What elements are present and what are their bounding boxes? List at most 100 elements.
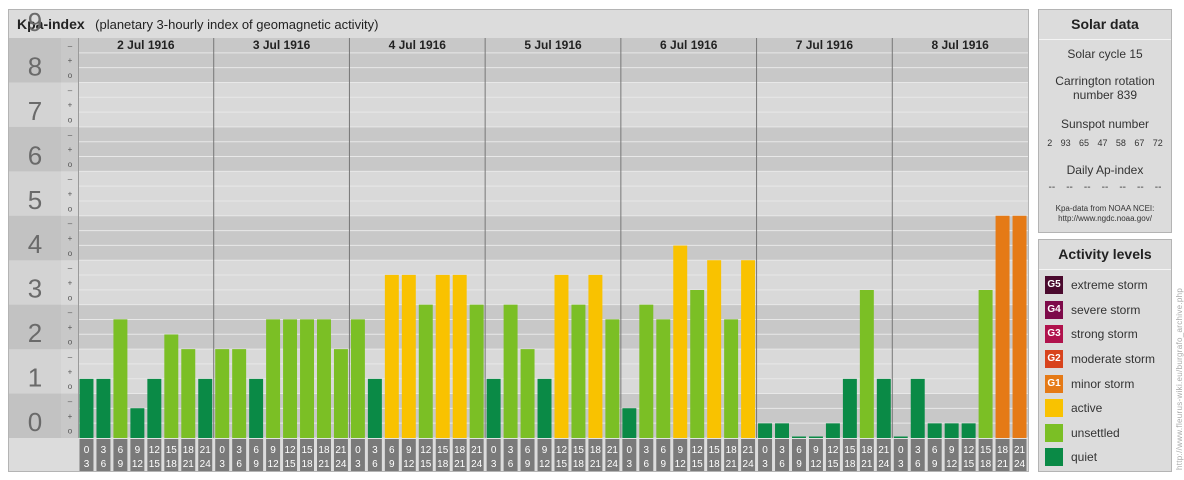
interval-label-box: [554, 439, 569, 471]
interval-end-label: 21: [997, 459, 1009, 470]
level-swatch: G4: [1045, 300, 1063, 319]
minor-tick-label: o: [68, 115, 73, 124]
minor-tick-label: –: [68, 264, 73, 273]
interval-start-label: 18: [454, 445, 466, 456]
interval-end-label: 3: [219, 459, 225, 470]
interval-label-box: [639, 439, 654, 471]
interval-label-box: [249, 439, 264, 471]
interval-start-label: 0: [355, 445, 361, 456]
interval-end-label: 24: [471, 459, 483, 470]
y-axis-band: [9, 171, 61, 216]
y-axis-band: [9, 304, 61, 350]
kp-bar: [707, 260, 722, 438]
interval-end-label: 3: [84, 459, 90, 470]
interval-start-label: 21: [1014, 445, 1026, 456]
grid-band: [61, 126, 1028, 172]
interval-end-label: 21: [861, 459, 873, 470]
minor-tick-label: +: [68, 367, 73, 376]
interval-end-label: 12: [403, 459, 415, 470]
watermark: http://www.fleurus-wiki.eu/burgrafo_arch…: [1175, 287, 1184, 470]
kp-bar: [605, 319, 620, 438]
interval-label-box: [401, 439, 416, 471]
level-swatch: [1045, 423, 1063, 442]
interval-start-label: 15: [166, 445, 178, 456]
source-link[interactable]: http://www.ngdc.noaa.gov/: [1058, 214, 1152, 223]
kp-bar: [333, 349, 348, 438]
level-swatch: G5: [1045, 276, 1063, 295]
y-tick-label: 5: [28, 185, 42, 215]
interval-start-label: 0: [762, 445, 768, 456]
y-tick-label: 0: [28, 407, 42, 437]
kp-bar: [876, 378, 891, 438]
kp-bar: [79, 378, 94, 438]
minor-tick-label: +: [68, 412, 73, 421]
interval-label-box: [707, 439, 722, 471]
interval-start-label: 9: [406, 445, 412, 456]
kp-bar: [622, 408, 637, 438]
interval-end-label: 6: [508, 459, 514, 470]
kp-bar: [537, 378, 552, 438]
grid-band: [61, 215, 1028, 261]
interval-start-label: 18: [590, 445, 602, 456]
minor-tick-label: –: [68, 41, 73, 50]
daily-ap-values: -- -- -- -- -- -- --: [1043, 182, 1167, 193]
carrington-rotation: Carrington rotation number 839: [1055, 74, 1155, 102]
interval-end-label: 9: [253, 459, 259, 470]
y-axis-band: [9, 38, 61, 83]
interval-label-box: [792, 439, 806, 471]
level-label: extreme storm: [1071, 278, 1148, 293]
y-tick-label: 6: [28, 140, 42, 170]
minor-tick-label: o: [68, 71, 73, 80]
activity-level-item: G1 minor storm: [1045, 371, 1167, 396]
interval-start-label: 12: [556, 445, 568, 456]
day-label: 6 Jul 1916: [660, 38, 718, 52]
interval-start-label: 3: [508, 445, 514, 456]
interval-end-label: 6: [372, 459, 378, 470]
interval-start-label: 9: [949, 445, 955, 456]
interval-end-label: 3: [627, 459, 633, 470]
y-axis-band: [9, 260, 61, 305]
interval-label-box: [96, 439, 111, 471]
interval-end-label: 24: [200, 459, 212, 470]
interval-start-label: 3: [779, 445, 785, 456]
minor-tick-label: o: [68, 338, 73, 347]
interval-label-box: [181, 439, 196, 471]
interval-label-box: [622, 439, 637, 471]
interval-end-label: 21: [318, 459, 330, 470]
minor-tick-label: +: [68, 56, 73, 65]
interval-start-label: 6: [118, 445, 124, 456]
interval-start-label: 12: [692, 445, 704, 456]
kp-bar: [147, 378, 162, 438]
minor-tick-label: –: [68, 353, 73, 362]
kp-bar: [571, 304, 586, 438]
kp-bar: [758, 423, 773, 438]
kp-bar: [825, 423, 840, 438]
interval-start-label: 21: [471, 445, 483, 456]
y-tick-label: 9: [28, 10, 42, 37]
level-label: severe storm: [1071, 302, 1141, 317]
kp-bar: [741, 260, 756, 438]
interval-end-label: 15: [827, 459, 839, 470]
interval-end-label: 9: [118, 459, 124, 470]
interval-end-label: 3: [898, 459, 904, 470]
interval-start-label: 9: [135, 445, 141, 456]
y-tick-label: 4: [28, 229, 42, 259]
interval-label-box: [283, 439, 298, 471]
interval-label-box: [944, 439, 959, 471]
kp-bar: [944, 423, 959, 438]
interval-start-label: 0: [84, 445, 90, 456]
ap-value: --: [1048, 182, 1056, 193]
interval-start-label: 6: [253, 445, 259, 456]
interval-start-label: 9: [813, 445, 819, 456]
interval-label-box: [503, 439, 518, 471]
interval-end-label: 6: [236, 459, 242, 470]
activity-level-item: G3 strong storm: [1045, 322, 1167, 347]
interval-label-box: [215, 439, 230, 471]
activity-level-item: G5 extreme storm: [1045, 273, 1167, 298]
interval-label-box: [995, 439, 1010, 471]
ap-value: --: [1154, 182, 1162, 193]
activity-level-item: active: [1045, 396, 1167, 421]
interval-label-box: [690, 439, 705, 471]
y-tick-label: 1: [28, 363, 42, 393]
day-label: 3 Jul 1916: [253, 38, 311, 52]
